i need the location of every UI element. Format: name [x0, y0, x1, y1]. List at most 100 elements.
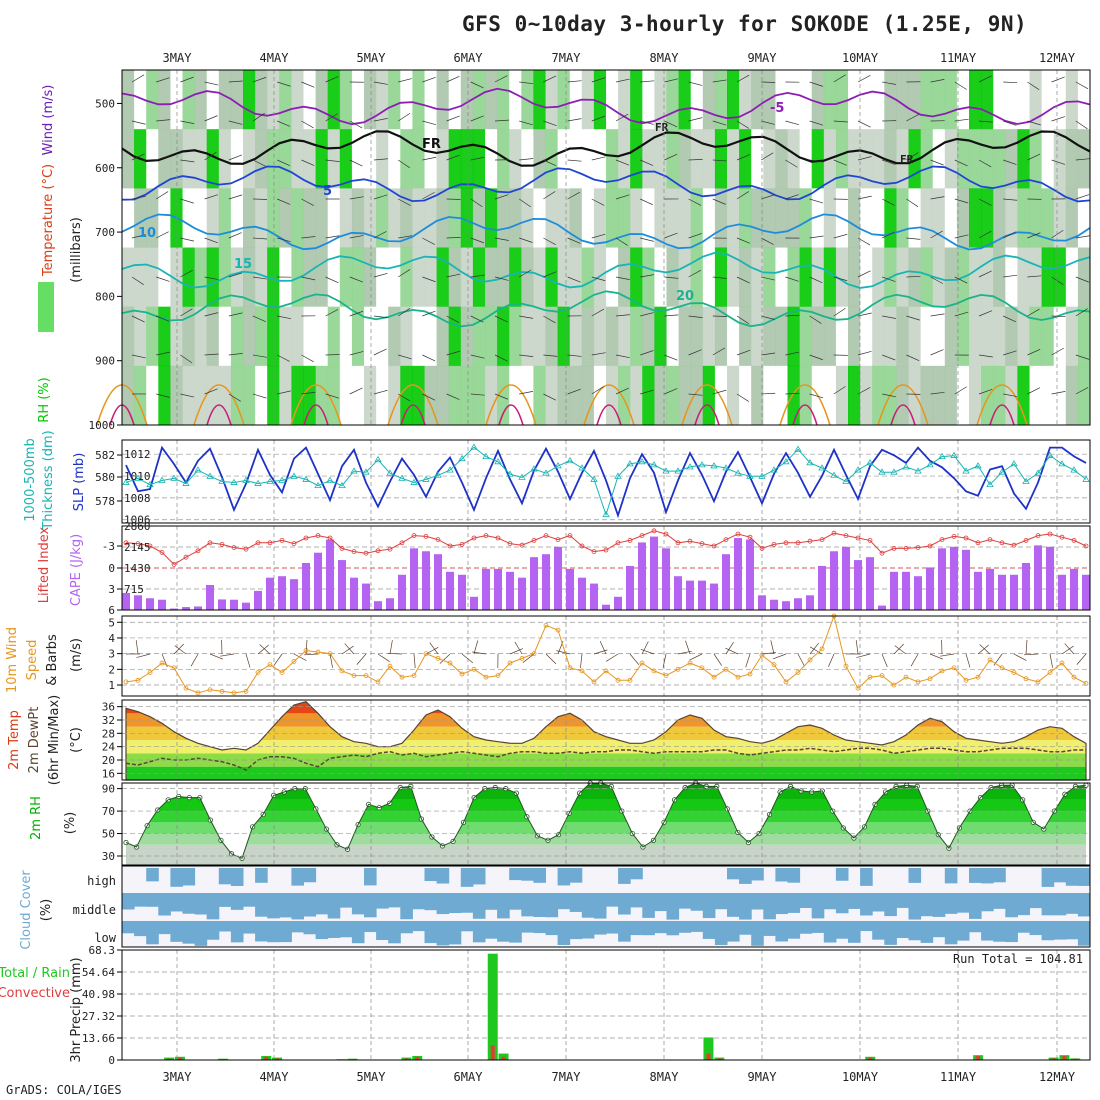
cloud-cell	[1053, 868, 1067, 883]
rh-cell	[848, 365, 861, 426]
wind-barb	[301, 120, 314, 129]
cloud-cell	[327, 921, 341, 938]
cloud-cell	[557, 893, 571, 910]
rh-cell	[460, 365, 474, 426]
wind-barb	[519, 391, 534, 395]
cape-bar	[566, 568, 574, 610]
rh-cell	[291, 188, 304, 248]
cloud-cell	[666, 893, 680, 920]
rh-cell	[1029, 365, 1043, 426]
wind-barb	[978, 354, 993, 358]
cloud-cell	[158, 921, 171, 935]
rh-cell	[267, 70, 280, 130]
rh-cell	[279, 188, 292, 248]
rh-cell	[678, 365, 692, 426]
rh-cell	[969, 70, 982, 130]
rh-cell	[1041, 247, 1055, 308]
rh-cell	[1077, 70, 1091, 130]
cloud-cell	[884, 921, 897, 945]
rh-cell	[872, 365, 885, 426]
wind-barb	[131, 234, 146, 239]
wind-barb	[882, 354, 896, 361]
wind-marker	[1071, 674, 1077, 680]
rh-cell	[678, 188, 692, 248]
wind-barb	[494, 119, 509, 122]
contour-label: FR	[422, 137, 441, 152]
wind-barb	[325, 235, 340, 239]
wind-marker	[711, 674, 717, 680]
precip-tick-label: 68.3	[89, 944, 116, 957]
wind-barb	[664, 388, 678, 395]
rh-cell	[920, 306, 934, 367]
wind-barb	[1075, 120, 1088, 130]
wind-barb	[761, 120, 775, 125]
wind-barb	[640, 159, 654, 166]
wind10-barb	[1025, 640, 1028, 655]
wind10-barb	[797, 653, 805, 667]
cloud-cell	[702, 921, 716, 939]
precip-bar	[703, 1037, 714, 1060]
wind-barb	[567, 159, 582, 162]
rh-cell	[896, 70, 909, 130]
li-marker	[639, 533, 645, 538]
cloud-cell	[630, 893, 643, 908]
wind-barb	[422, 354, 436, 362]
wind-barb	[228, 232, 242, 239]
rh-cell	[1053, 188, 1067, 248]
rh-cell	[702, 306, 716, 367]
cloud-cell	[714, 893, 728, 910]
rh-cell	[460, 188, 474, 248]
rh-cell	[448, 306, 462, 367]
wind-barb	[543, 237, 556, 246]
wind-barb	[373, 194, 388, 200]
rh-cell	[920, 247, 934, 308]
rh-cell	[630, 247, 643, 308]
wind-barb	[1003, 81, 1018, 84]
cloud-cell	[339, 893, 353, 908]
wind-barb	[252, 112, 265, 122]
rh-cell	[424, 365, 438, 426]
rh-cell	[799, 247, 813, 308]
wind-marker	[387, 663, 393, 669]
wind-barb	[906, 198, 919, 208]
warm-contour	[792, 404, 818, 426]
wind-barb	[228, 194, 243, 200]
cloud-cell	[194, 893, 208, 915]
rh-cell	[206, 129, 220, 189]
wind-barb	[373, 315, 388, 319]
cloud-cell	[872, 893, 885, 912]
warm-contour	[976, 384, 1028, 426]
wind-barb	[809, 235, 824, 239]
contour-label: 15	[234, 257, 252, 272]
li-marker	[747, 534, 753, 540]
date-label-top: 8MAY	[650, 51, 680, 65]
rh-cell	[497, 129, 510, 189]
rh-cell	[134, 365, 147, 426]
rh-cell	[981, 70, 994, 130]
wind-barb	[591, 233, 606, 239]
li-marker	[291, 541, 297, 546]
wind-barb	[543, 354, 558, 357]
rh-cell	[497, 70, 510, 130]
wind-barb	[156, 77, 170, 83]
cloud-cell	[823, 921, 837, 943]
wind-barb	[349, 159, 363, 167]
thickness-marker	[446, 466, 454, 473]
rh-cell	[485, 70, 498, 130]
rh-cell	[521, 188, 534, 248]
wind-barb	[688, 393, 703, 396]
rh-cell	[243, 188, 256, 248]
cloud-level-label: high	[87, 874, 116, 888]
rh-cell	[122, 247, 135, 308]
rh-cell	[206, 306, 220, 367]
rh-cell	[666, 306, 680, 367]
rh-cell	[908, 365, 922, 426]
rh-cell	[170, 247, 183, 308]
rh-cell	[884, 129, 897, 189]
rh-cell	[932, 129, 946, 189]
cloud-cell	[1053, 921, 1067, 940]
rh-cell	[775, 70, 788, 130]
cloud-cell	[944, 868, 958, 884]
wind10-barb	[881, 653, 888, 668]
wind-barb	[688, 81, 703, 86]
